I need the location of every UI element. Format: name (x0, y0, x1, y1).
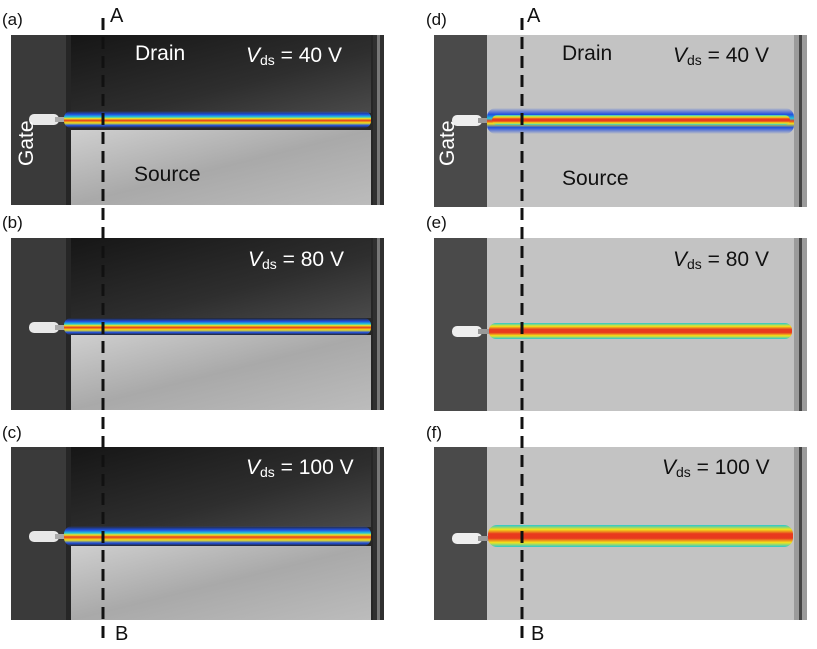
panel-d-micrograph (434, 35, 807, 207)
panel-c-micrograph (11, 447, 384, 620)
vds-label-e: Vds = 80 V (673, 248, 769, 272)
panel-c-image (11, 447, 384, 620)
panel-label-c: (c) (2, 423, 22, 442)
source-label-a: Source (134, 163, 201, 186)
panel-e-image (434, 238, 807, 411)
panel-label-f: (f) (426, 423, 443, 442)
vds-label-d: Vds = 40 V (673, 44, 769, 68)
cutline-label-a-right: A (527, 5, 541, 27)
panel-label-d: (d) (426, 10, 447, 29)
panel-label-a: (a) (2, 10, 23, 29)
vds-label-f: Vds = 100 V (662, 456, 770, 480)
drain-label-d: Drain (562, 42, 613, 65)
panel-a-image (11, 35, 384, 205)
cutline-label-b-left: B (115, 623, 129, 645)
vds-label-a: Vds = 40 V (246, 44, 342, 68)
panel-b-image (11, 238, 384, 410)
source-label-d: Source (562, 167, 629, 190)
panel-f-image (434, 447, 807, 620)
panel-label-e: (e) (426, 213, 447, 232)
panel-e-micrograph (434, 238, 807, 411)
cutline-label-b-right: B (531, 623, 545, 645)
panel-label-b: (b) (2, 213, 23, 232)
panel-b-micrograph (11, 238, 384, 410)
vds-label-c: Vds = 100 V (246, 456, 354, 480)
panel-d-image (434, 35, 807, 207)
cutline-label-a-left: A (110, 5, 124, 27)
panel-a-micrograph (11, 35, 384, 205)
drain-label-a: Drain (135, 42, 186, 65)
panel-f-micrograph (434, 447, 807, 620)
vds-label-b: Vds = 80 V (248, 248, 344, 272)
